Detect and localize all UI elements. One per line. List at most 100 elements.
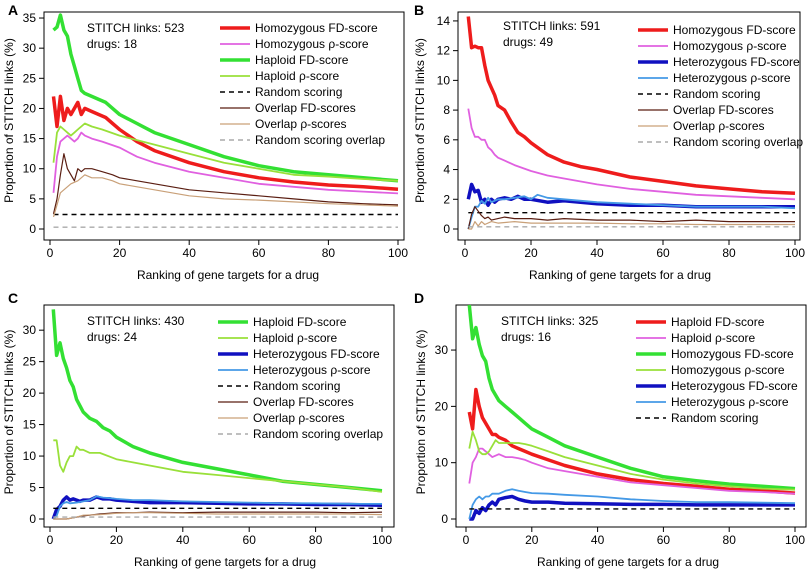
y-axis-label: Proportion of STITCH links (%) (414, 330, 428, 495)
legend-item: Haploid FD-score (218, 315, 347, 329)
plot-frame (455, 304, 807, 528)
panel-a: A Proportion of STITCH links (%) Ranking… (2, 2, 408, 282)
legend: Haploid FD-score Haploid ρ-score Heteroz… (218, 315, 383, 441)
y-tick-label: 20 (23, 386, 37, 400)
legend-item: Heterozygous ρ-score (636, 395, 789, 409)
x-tick-label: 100 (372, 533, 392, 547)
stat-drugs: drugs: 24 (87, 330, 137, 344)
y-tick-label: 4 (443, 163, 450, 177)
legend-item: Overlap ρ-scores (638, 119, 765, 133)
x-tick-label: 60 (657, 533, 671, 547)
y-tick-label: 10 (435, 456, 449, 470)
y-tick-label: 10 (23, 449, 37, 463)
y-tick-label: 10 (437, 73, 451, 87)
legend-item: Haploid FD-score (636, 315, 765, 329)
legend-item: Homozygous ρ-score (638, 39, 787, 53)
series-line (468, 447, 796, 495)
x-tick-label: 0 (47, 246, 54, 260)
plot-area: 0 20 40 60 80 100 0 5 10 15 20 25 30 (23, 309, 392, 547)
y-tick-label: 0 (443, 222, 450, 236)
series-line (52, 174, 399, 218)
y-tick-label: 14 (437, 14, 451, 28)
legend-item: Overlap FD-scores (220, 101, 356, 115)
y-tick-label: 12 (437, 44, 451, 58)
panel-label-d: D (414, 290, 424, 306)
x-axis-label: Ranking of gene targets for a drug (537, 555, 719, 569)
legend-label: Haploid FD-score (255, 53, 349, 67)
legend-label: Heterozygous ρ-score (253, 363, 371, 377)
series-line (467, 304, 796, 491)
legend-item: Random scoring overlap (220, 133, 385, 147)
legend-label: Overlap ρ-scores (673, 119, 765, 133)
legend: Haploid FD-score Haploid ρ-score Homozyg… (636, 315, 798, 425)
legend-item: Random scoring overlap (638, 135, 803, 149)
panel-b: B Proportion of STITCH links (%) Ranking… (413, 2, 805, 282)
plot-area: 0 20 40 60 80 100 0 2 4 6 8 10 12 14 (437, 14, 806, 260)
series-line (51, 94, 399, 191)
panel-label-c: C (8, 290, 18, 306)
panel-c: C Proportion of STITCH links (%) Ranking… (2, 290, 395, 569)
legend-item: Heterozygous ρ-score (638, 71, 791, 85)
plot-area: 0 20 40 60 80 100 0 10 20 30 (435, 304, 805, 547)
y-tick-label: 20 (23, 101, 37, 115)
series-line (52, 495, 382, 520)
y-tick-label: 30 (23, 323, 37, 337)
series-line (468, 488, 796, 520)
stat-links: STITCH links: 591 (503, 19, 601, 33)
legend-item: Haploid ρ-score (636, 331, 756, 345)
plot-frame (457, 11, 801, 241)
legend-item: Overlap FD-scores (638, 103, 774, 117)
y-tick-label: 0 (29, 222, 36, 236)
legend-label: Random scoring (673, 87, 760, 101)
plot-frame (43, 304, 395, 528)
y-tick-label: 10 (23, 162, 37, 176)
x-tick-label: 100 (785, 246, 805, 260)
x-tick-label: 80 (309, 533, 323, 547)
plot-frame (43, 11, 405, 241)
legend-label: Haploid FD-score (253, 315, 347, 329)
x-axis-label: Ranking of gene targets for a drug (137, 268, 319, 282)
x-axis-label: Ranking of gene targets for a drug (529, 268, 711, 282)
series-line (468, 221, 795, 230)
series-line (53, 439, 383, 493)
plot-area: 0 20 40 60 80 100 0 5 10 15 20 25 30 35 (23, 11, 409, 260)
x-tick-label: 60 (656, 246, 670, 260)
x-tick-label: 80 (723, 533, 737, 547)
legend-label: Haploid ρ-score (671, 331, 756, 345)
legend-item: Random scoring (220, 85, 342, 99)
legend-item: Random scoring (638, 87, 760, 101)
stat-drugs: drugs: 18 (87, 37, 137, 51)
y-tick-label: 30 (435, 343, 449, 357)
legend-item: Heterozygous FD-score (636, 379, 798, 393)
legend-label: Overlap ρ-scores (253, 411, 345, 425)
legend-label: Random scoring overlap (253, 427, 383, 441)
legend-item: Overlap FD-scores (218, 395, 354, 409)
y-tick-label: 5 (29, 192, 36, 206)
legend-item: Random scoring (636, 411, 758, 425)
y-tick-label: 0 (441, 512, 448, 526)
legend-label: Heterozygous FD-score (673, 55, 800, 69)
x-tick-label: 0 (462, 246, 469, 260)
series-line (53, 512, 383, 520)
y-tick-label: 8 (443, 103, 450, 117)
x-tick-label: 20 (113, 246, 127, 260)
x-tick-label: 80 (322, 246, 336, 260)
legend-label: Homozygous FD-score (671, 347, 794, 361)
stat-drugs: drugs: 16 (501, 330, 551, 344)
series-line (467, 387, 796, 495)
x-tick-label: 100 (388, 246, 408, 260)
panel-label-a: A (8, 2, 18, 18)
legend-label: Homozygous ρ-score (671, 363, 785, 377)
legend: Homozygous FD-score Homozygous ρ-score H… (638, 23, 803, 149)
x-tick-label: 80 (722, 246, 736, 260)
y-tick-label: 5 (29, 481, 36, 495)
legend-label: Heterozygous FD-score (253, 347, 380, 361)
series-line (467, 108, 796, 201)
legend-item: Homozygous FD-score (220, 21, 378, 35)
x-tick-label: 60 (243, 533, 257, 547)
series-line (468, 430, 796, 491)
series-line (467, 193, 796, 230)
y-tick-label: 2 (443, 192, 450, 206)
series-line (53, 511, 383, 520)
